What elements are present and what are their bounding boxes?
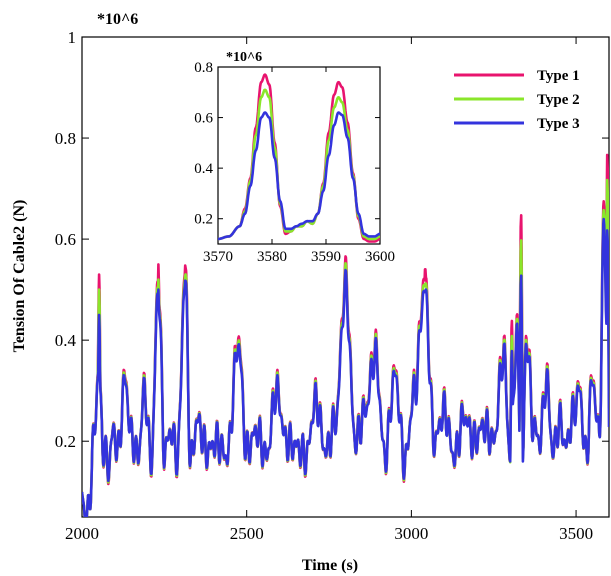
y-tick-label: 0.4 <box>55 331 77 350</box>
x-axis-title: Time (s) <box>302 557 358 574</box>
inset-series <box>218 73 380 243</box>
inset-x-tick-label: 3600 <box>365 249 395 265</box>
y-tick-label: 0.6 <box>55 230 76 249</box>
inset-y-tick-label: 0.2 <box>194 212 213 228</box>
x-tick-label: 2500 <box>230 524 264 543</box>
x-tick-label: 3500 <box>559 524 593 543</box>
inset-y-tick-label: 0.6 <box>194 111 213 127</box>
main-series <box>82 153 609 517</box>
x-tick-label: 2000 <box>65 524 99 543</box>
y-multiplier: *10^6 <box>97 11 138 28</box>
inset-x-tick-label: 3590 <box>311 249 341 265</box>
inset-xticks: 3570 3580 3590 3600 <box>203 67 395 265</box>
inset-y-tick-label: 0.8 <box>194 60 213 76</box>
main-xticks: 2000 2500 3000 3500 <box>65 37 593 543</box>
inset-y-tick-label: 0.4 <box>194 161 213 177</box>
x-tick-label: 3000 <box>394 524 428 543</box>
legend: Type 1 Type 2 Type 3 <box>454 68 580 132</box>
inset-x-tick-label: 3580 <box>257 249 287 265</box>
y-axis-title: Tension Of Cable2 (N) <box>11 200 28 353</box>
legend-label-3: Type 3 <box>537 116 580 132</box>
inset-series-line-3 <box>218 111 380 241</box>
y-tick-label: 0.2 <box>55 432 76 451</box>
main-yticks: 0.2 0.4 0.6 0.8 1 <box>55 28 609 451</box>
inset-multiplier: *10^6 <box>226 50 262 65</box>
inset-x-tick-label: 3570 <box>203 249 233 265</box>
inset-plot-frame <box>217 66 381 245</box>
y-tick-label: 0.8 <box>55 129 76 148</box>
legend-label-2: Type 2 <box>537 92 580 108</box>
y-tick-label: 1 <box>68 28 77 47</box>
main-series-line-3 <box>82 217 609 517</box>
legend-label-1: Type 1 <box>537 68 580 84</box>
inset-yticks: 0.2 0.4 0.6 0.8 <box>194 60 380 228</box>
